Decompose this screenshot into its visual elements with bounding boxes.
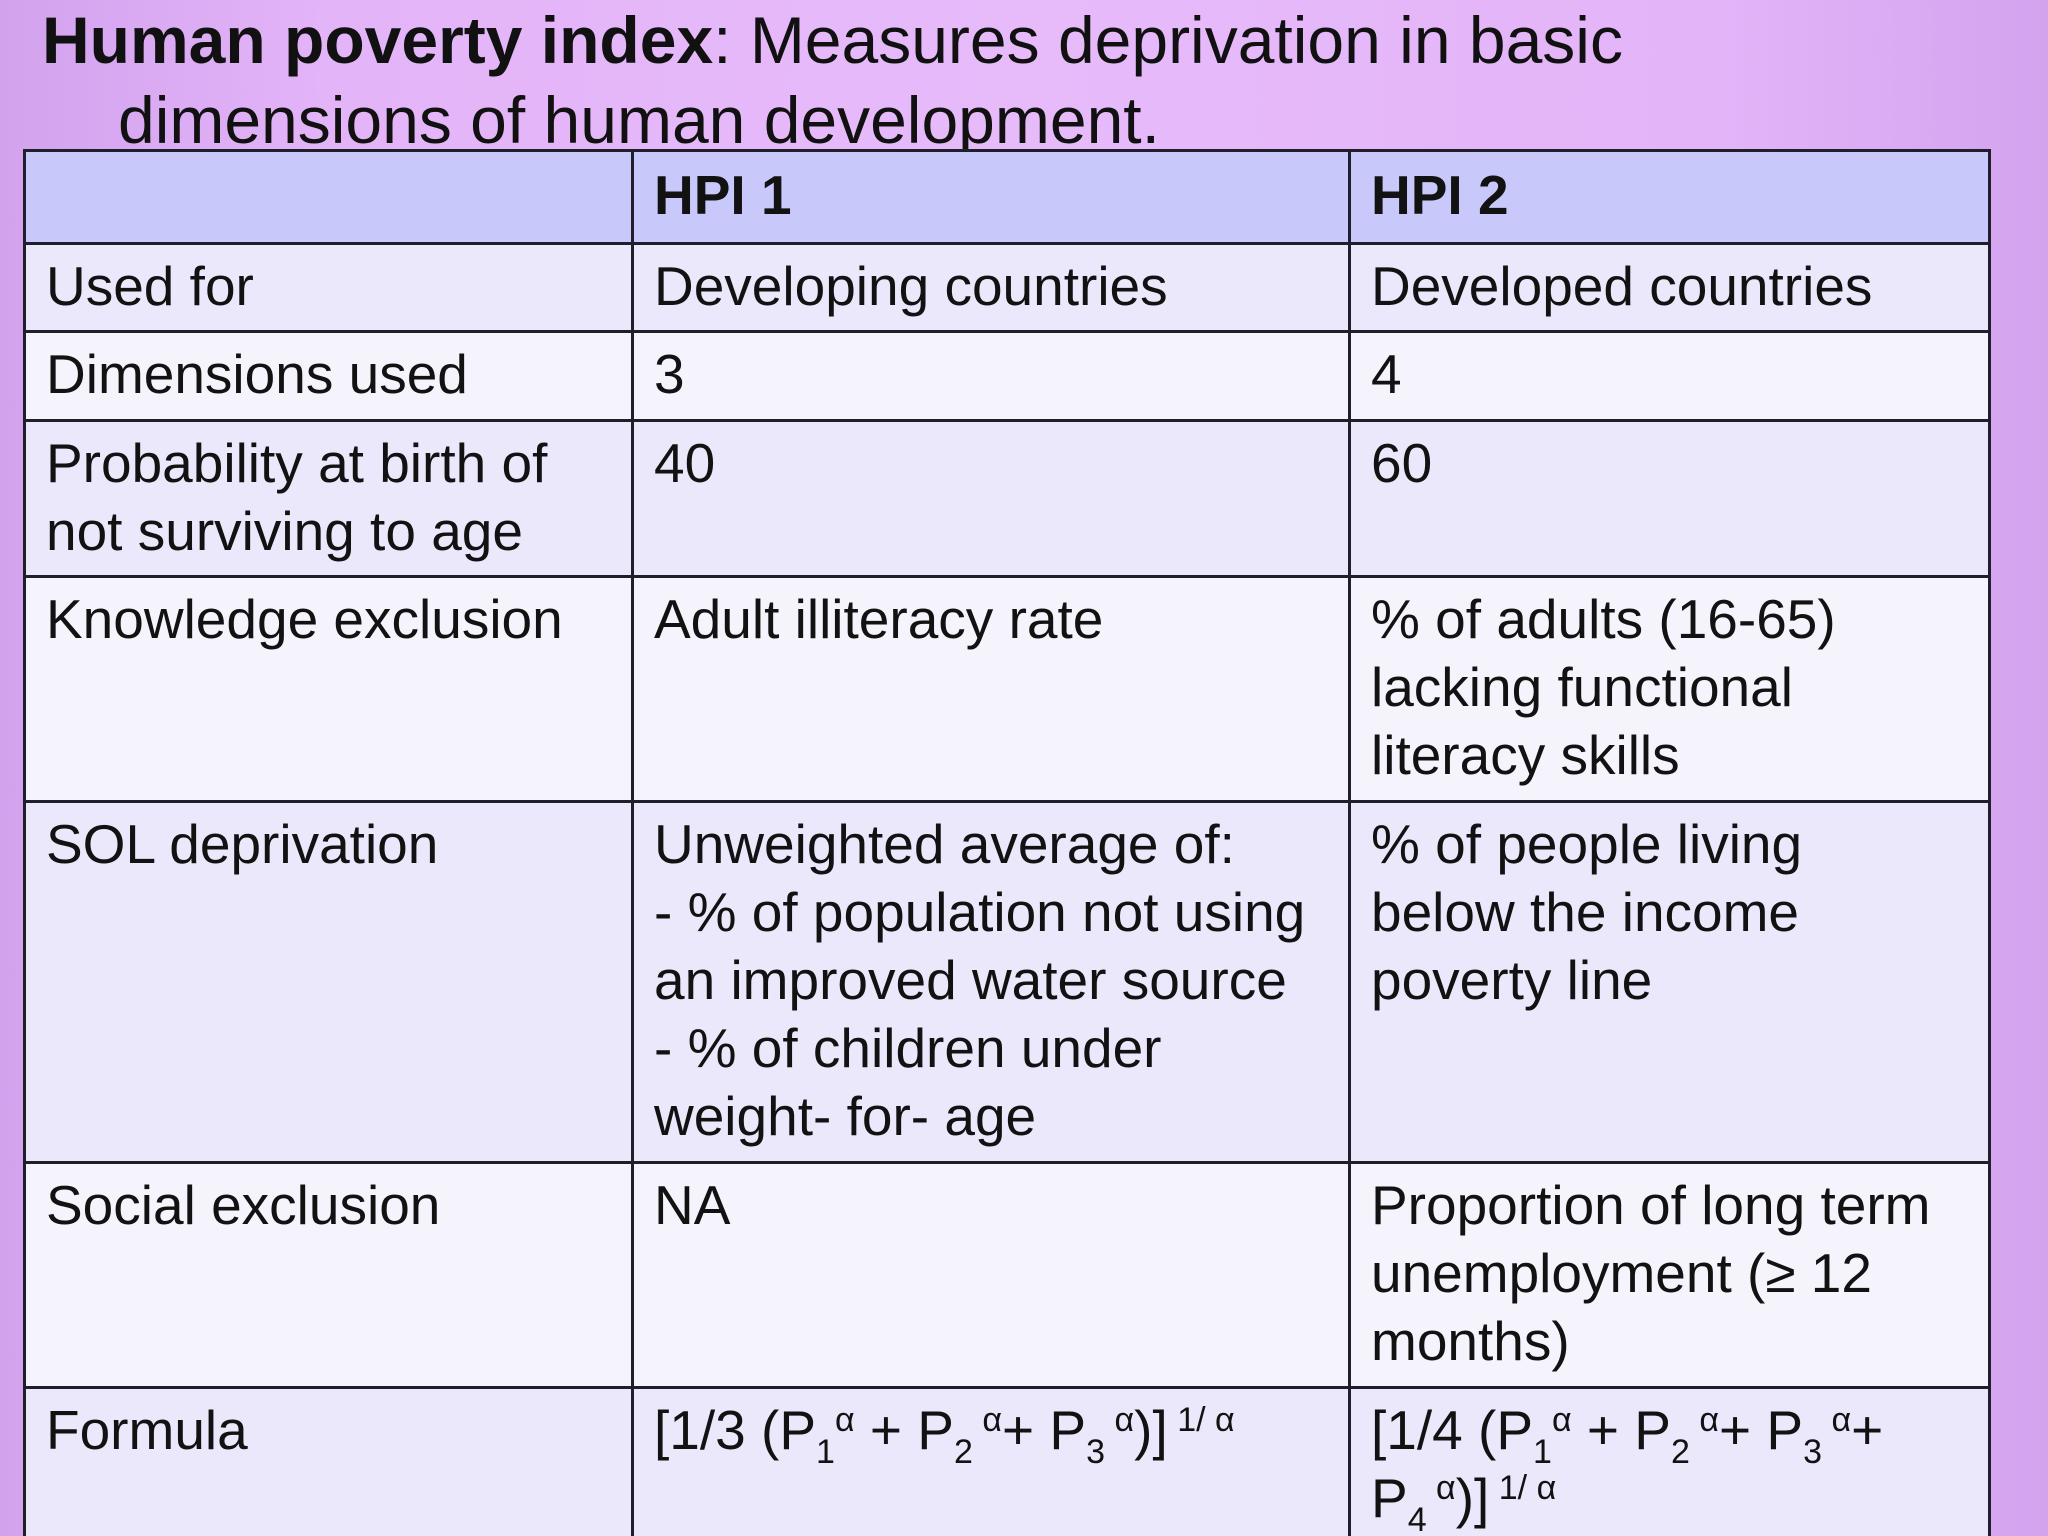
- hpi1-cell: Unweighted average of: - % of population…: [631, 800, 1351, 1164]
- hpi2-cell: 60: [1348, 419, 1991, 578]
- hpi2-cell: 4: [1348, 330, 1991, 422]
- hpi1-cell: Adult illiteracy rate: [631, 575, 1351, 803]
- table-header-row: HPI 1 HPI 2: [23, 149, 1991, 245]
- header-hpi2: HPI 2: [1348, 149, 1991, 245]
- table-row-social: Social exclusion NA Proportion of long t…: [23, 1161, 1991, 1389]
- row-label: Dimensions used: [23, 330, 634, 422]
- title-term: Human poverty index: [42, 3, 714, 77]
- table-row-formula: Formula [1/3 (P1α + P2 α+ P3 α)] 1/ α [1…: [23, 1386, 1991, 1536]
- table-row-probability: Probability at birth of not surviving to…: [23, 419, 1991, 578]
- hpi2-cell: % of adults (16-65) lacking functional l…: [1348, 575, 1991, 803]
- hpi2-cell: % of people living below the income pove…: [1348, 800, 1991, 1164]
- hpi-comparison-table: HPI 1 HPI 2 Used for Developing countrie…: [23, 149, 1991, 1536]
- row-label: SOL deprivation: [23, 800, 634, 1164]
- hpi2-cell: Proportion of long term unemployment (≥ …: [1348, 1161, 1991, 1389]
- hpi1-formula: [1/3 (P1α + P2 α+ P3 α)] 1/ α: [631, 1386, 1351, 1536]
- title-definition: : Measures deprivation in basic: [713, 3, 1623, 77]
- hpi1-cell: 3: [631, 330, 1351, 422]
- title-line-2: dimensions of human development.: [118, 83, 1160, 157]
- row-label: Social exclusion: [23, 1161, 634, 1389]
- table-row-dimensions: Dimensions used 3 4: [23, 330, 1991, 422]
- hpi1-cell: 40: [631, 419, 1351, 578]
- row-label: Used for: [23, 242, 634, 333]
- row-label: Knowledge exclusion: [23, 575, 634, 803]
- hpi1-cell: NA: [631, 1161, 1351, 1389]
- header-hpi1: HPI 1: [631, 149, 1351, 245]
- table-row-knowledge: Knowledge exclusion Adult illiteracy rat…: [23, 575, 1991, 803]
- table-row-used-for: Used for Developing countries Developed …: [23, 242, 1991, 333]
- hpi2-formula: [1/4 (P1α + P2 α+ P3 α+ P4 α)] 1/ α: [1348, 1386, 1991, 1536]
- row-label: Formula: [23, 1386, 634, 1536]
- hpi2-cell: Developed countries: [1348, 242, 1991, 333]
- hpi1-cell: Developing countries: [631, 242, 1351, 333]
- header-blank: [23, 149, 634, 245]
- row-label: Probability at birth of not surviving to…: [23, 419, 634, 578]
- table-row-sol: SOL deprivation Unweighted average of: -…: [23, 800, 1991, 1164]
- slide-title: Human poverty index: Measures deprivatio…: [42, 0, 1942, 160]
